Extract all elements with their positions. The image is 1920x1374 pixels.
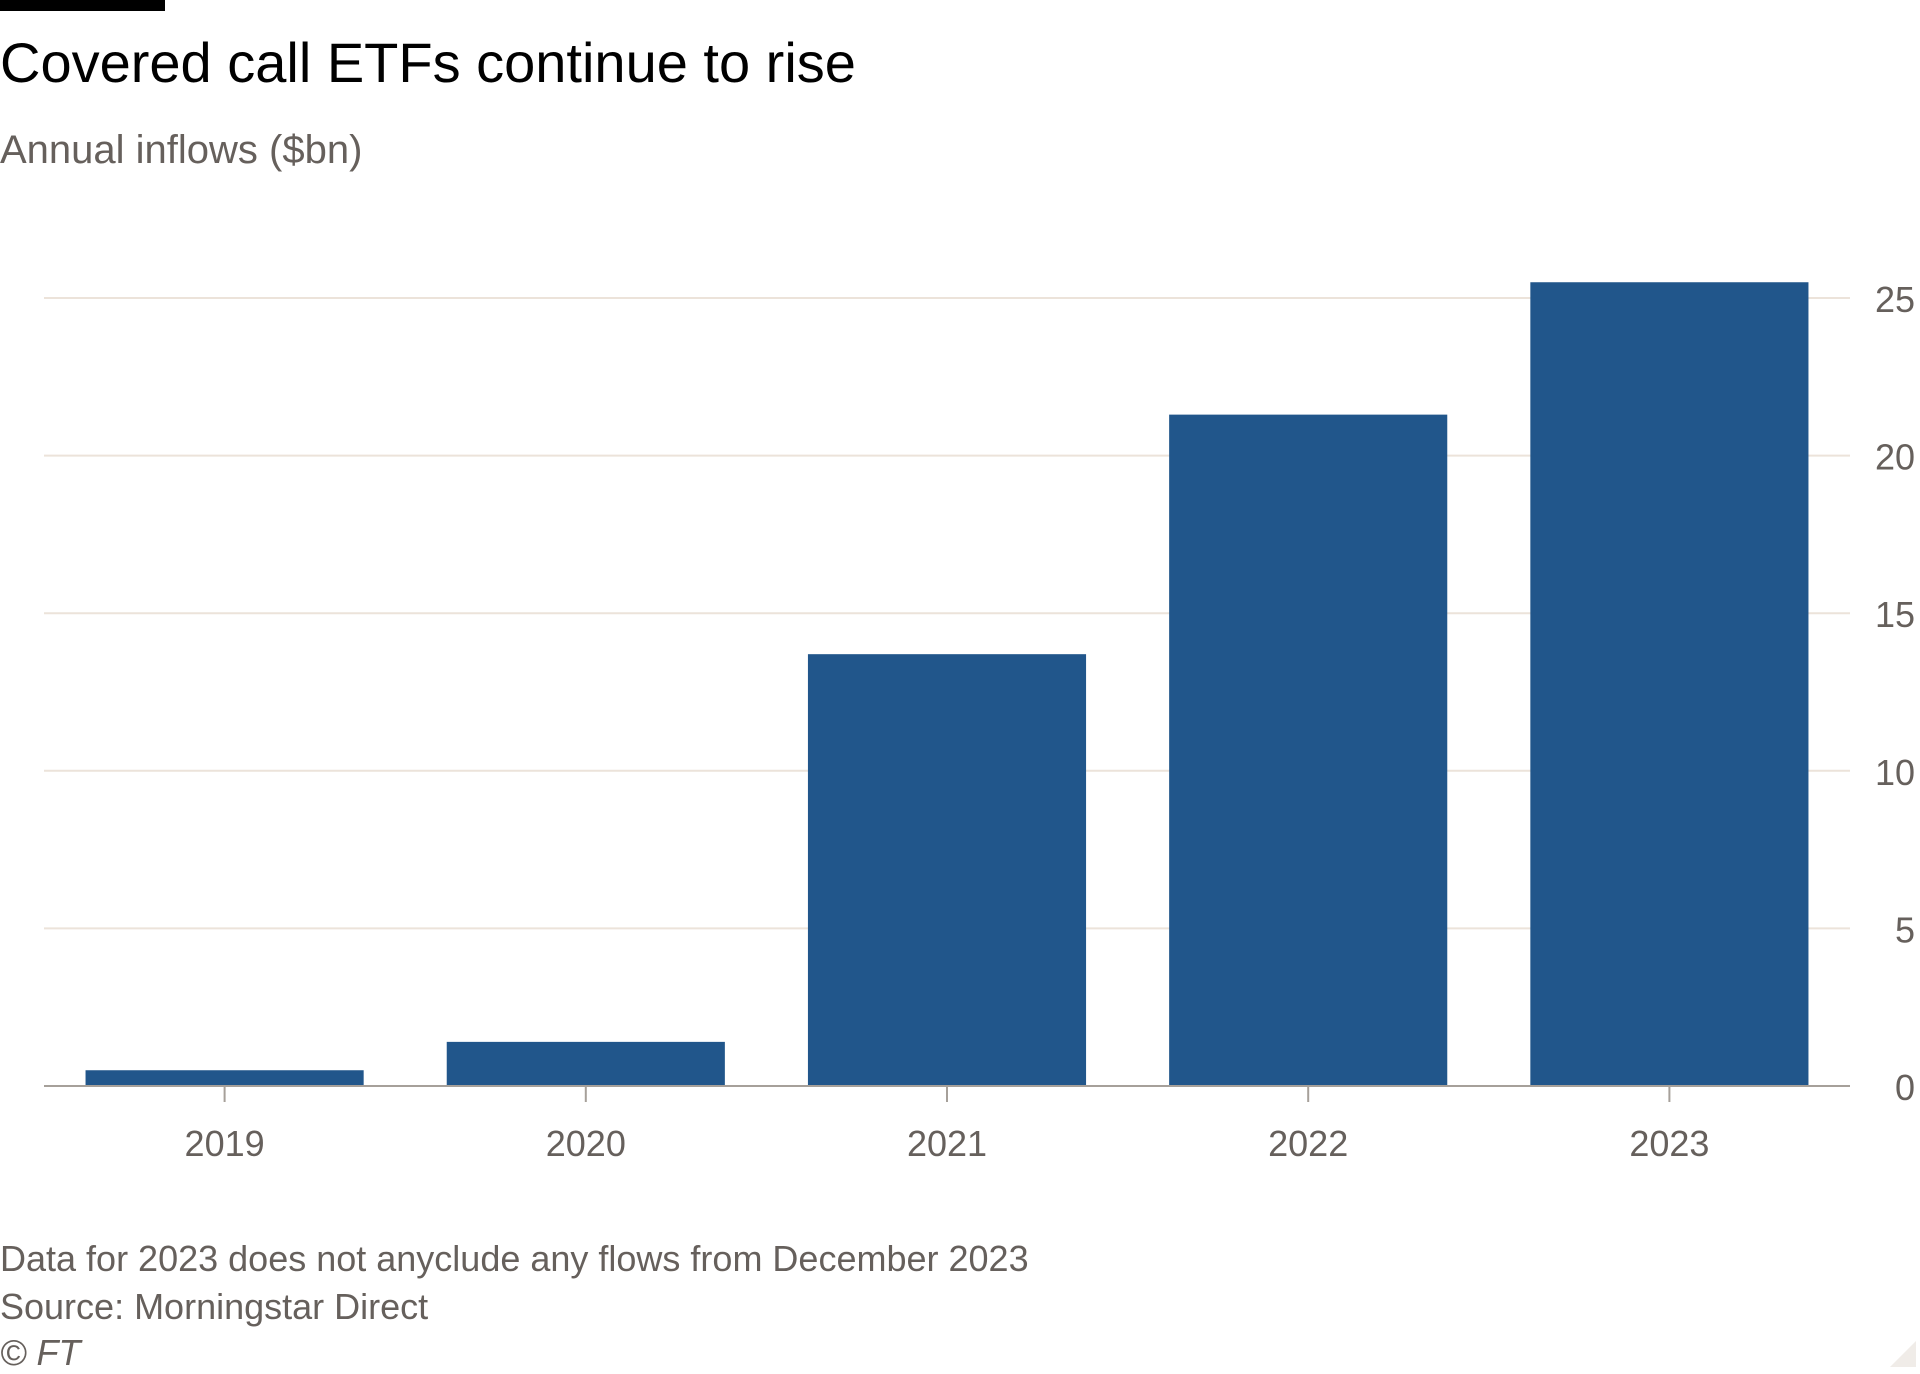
copyright-text: © FT bbox=[0, 1332, 81, 1373]
bar-chart: 0 5 10 15 20 25 2019 2020 2021 2022 2023 bbox=[44, 279, 1915, 1164]
y-axis: 0 5 10 15 20 25 bbox=[1875, 279, 1915, 1108]
y-tick-label: 15 bbox=[1875, 594, 1915, 635]
x-tick-labels: 2019 2020 2021 2022 2023 bbox=[185, 1123, 1710, 1164]
x-tick-label: 2020 bbox=[546, 1123, 626, 1164]
chart-note: Data for 2023 does not anyclude any flow… bbox=[0, 1238, 1029, 1279]
bars bbox=[85, 282, 1809, 1086]
brand-top-rule bbox=[0, 0, 165, 11]
y-tick-label: 10 bbox=[1875, 752, 1915, 793]
y-tick-label: 25 bbox=[1875, 279, 1915, 320]
y-tick-label: 5 bbox=[1895, 909, 1915, 950]
bar bbox=[1169, 414, 1448, 1086]
bar bbox=[85, 1070, 364, 1086]
y-tick-label: 0 bbox=[1895, 1067, 1915, 1108]
x-tick-label: 2022 bbox=[1268, 1123, 1348, 1164]
x-tick-label: 2019 bbox=[185, 1123, 265, 1164]
x-tick-label: 2021 bbox=[907, 1123, 987, 1164]
resize-corner-icon bbox=[1890, 1341, 1916, 1367]
x-tick-label: 2023 bbox=[1629, 1123, 1709, 1164]
bar bbox=[1530, 282, 1809, 1086]
chart-title: Covered call ETFs continue to rise bbox=[0, 31, 856, 94]
chart-subtitle: Annual inflows ($bn) bbox=[0, 128, 363, 172]
x-axis bbox=[44, 1085, 1850, 1102]
bar bbox=[446, 1041, 725, 1086]
bar bbox=[807, 654, 1087, 1086]
chart-source: Source: Morningstar Direct bbox=[0, 1286, 429, 1327]
y-tick-label: 20 bbox=[1875, 437, 1915, 478]
